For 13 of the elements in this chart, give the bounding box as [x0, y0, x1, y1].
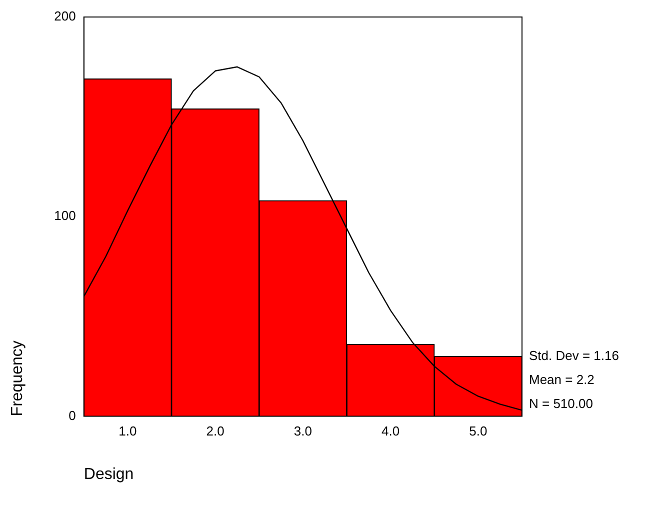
x-tick-label: 3.0: [294, 424, 312, 439]
x-axis-title: Design: [84, 466, 134, 483]
x-tick-label: 5.0: [469, 424, 488, 439]
text: N = 510.00: [529, 396, 593, 411]
x-tick-label: 2.0: [206, 424, 224, 439]
y-tick-label: 0: [68, 408, 76, 423]
text: Std. Dev = 1.16: [529, 348, 619, 363]
x-tick-label: 4.0: [382, 424, 400, 439]
y-tick-label: 200: [54, 8, 76, 24]
x-tick-label: 1.0: [118, 424, 137, 439]
text: Mean = 2.2: [529, 372, 594, 387]
y-axis-title: Frequency: [9, 340, 26, 416]
y-tick-label: 100: [54, 208, 76, 224]
